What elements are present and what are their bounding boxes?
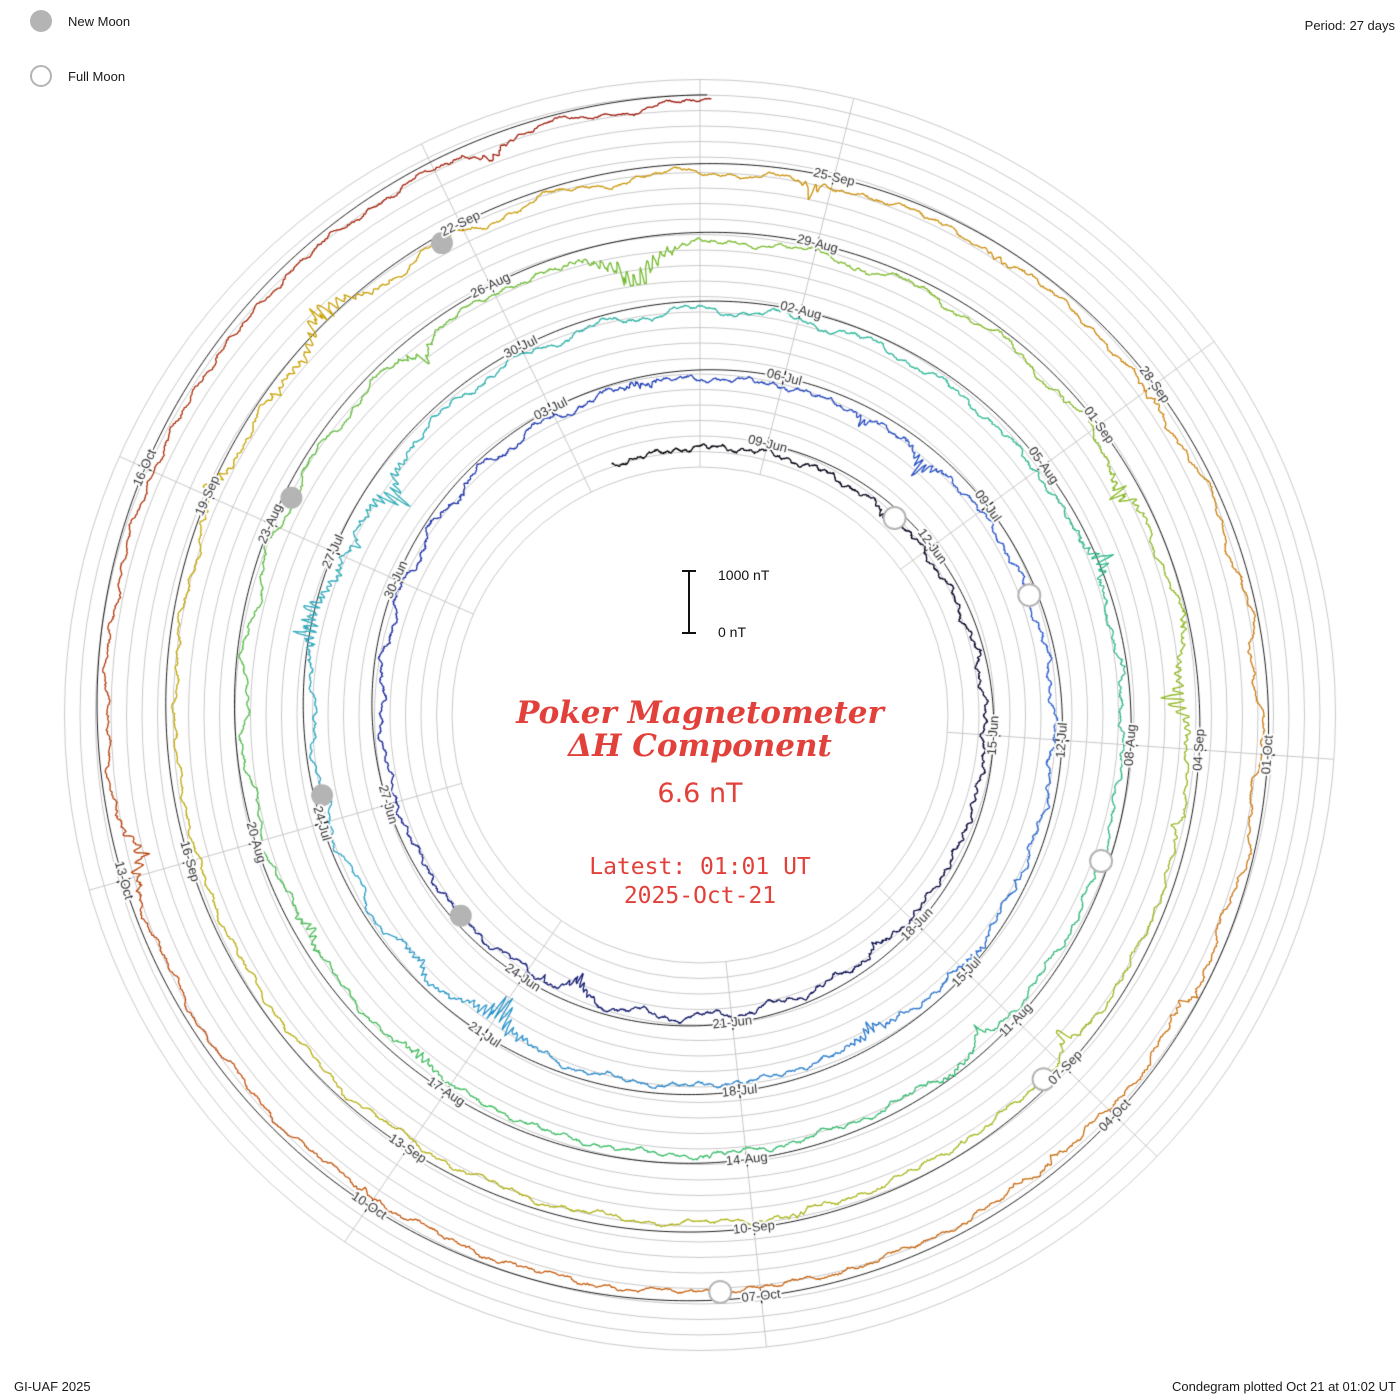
- legend-full-moon: Full Moon: [30, 65, 130, 87]
- scale-bar: 1000 nT 0 nT: [682, 567, 802, 640]
- legend-full-moon-label: Full Moon: [68, 68, 126, 84]
- full-moon-icon: [30, 65, 52, 87]
- moon-legend: New Moon Full Moon: [30, 10, 130, 87]
- scale-bar-bottom-label: 0 nT: [718, 624, 747, 640]
- legend-new-moon-label: New Moon: [68, 13, 131, 29]
- credit-label: GI-UAF 2025: [14, 1379, 91, 1394]
- new-moon-icon: [30, 10, 52, 32]
- period-label: Period: 27 days: [1304, 18, 1395, 33]
- scale-bar-bottom-cap: [682, 632, 696, 634]
- scale-bar-line: [688, 570, 690, 634]
- scale-bar-top-label: 1000 nT: [718, 567, 770, 583]
- plotted-timestamp: Condegram plotted Oct 21 at 01:02 UT: [1171, 1379, 1396, 1394]
- legend-new-moon: New Moon: [30, 10, 130, 32]
